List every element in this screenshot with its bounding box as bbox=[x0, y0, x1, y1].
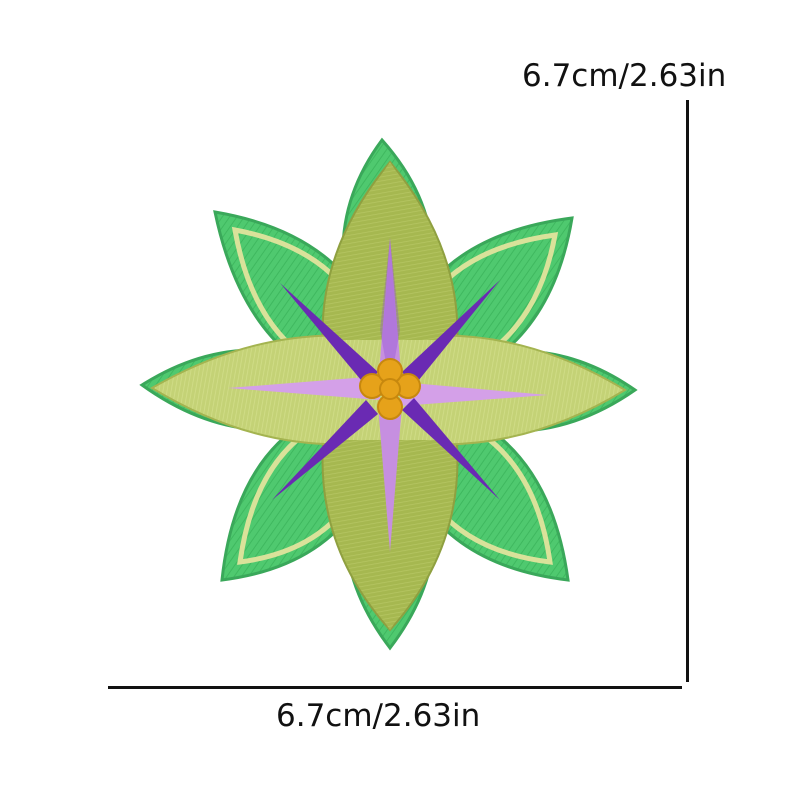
star-ray-w bbox=[228, 376, 380, 400]
star-ray-ne bbox=[402, 280, 500, 386]
star-ray-sw bbox=[272, 400, 378, 500]
star-ray-se bbox=[402, 398, 500, 500]
height-dimension-label: 6.7cm/2.63in bbox=[522, 58, 727, 94]
star bbox=[228, 238, 548, 552]
star-ray-n-dark bbox=[380, 238, 400, 385]
star-ray-e bbox=[400, 382, 548, 406]
star-ray-n bbox=[378, 238, 402, 385]
height-dimension-line bbox=[686, 100, 689, 682]
width-dimension-line bbox=[108, 686, 682, 689]
width-dimension-label: 6.7cm/2.63in bbox=[276, 698, 481, 734]
star-ray-nw bbox=[280, 283, 378, 386]
star-ray-s bbox=[378, 405, 402, 552]
flower-center bbox=[359, 358, 421, 420]
